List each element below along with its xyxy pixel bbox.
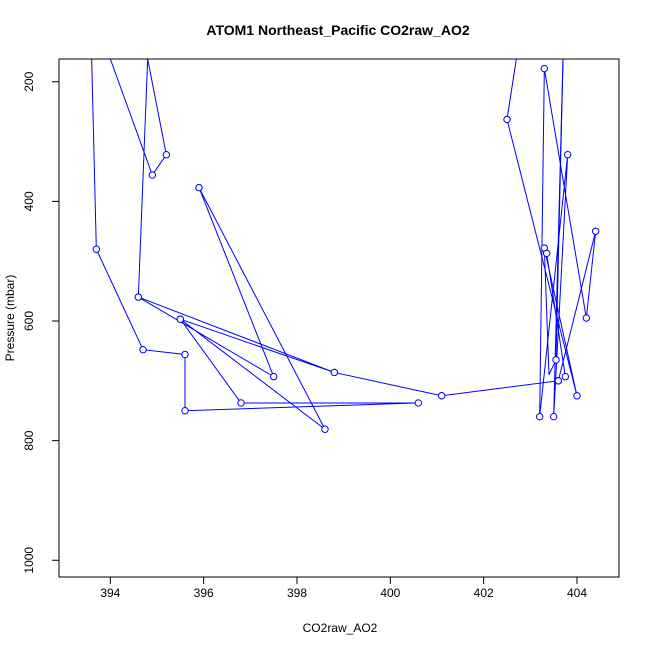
data-point <box>535 412 544 421</box>
data-point <box>162 151 171 159</box>
data-point <box>181 350 189 359</box>
data-point <box>92 245 101 253</box>
series-line <box>91 59 419 430</box>
data-point <box>549 412 558 421</box>
x-tick-label: 402 <box>474 586 494 600</box>
y-tick-label: 400 <box>22 191 36 211</box>
chart-title: ATOM1 Northeast_Pacific CO2raw_AO2 <box>206 22 469 38</box>
data-point <box>181 407 189 415</box>
data-point <box>321 425 329 433</box>
data-point <box>195 183 203 192</box>
y-axis-label: Pressure (mbar) <box>3 275 17 362</box>
data-point <box>540 64 549 73</box>
data-point <box>269 372 278 381</box>
data-point <box>414 399 423 407</box>
series-line <box>109 59 167 298</box>
plot-frame <box>58 58 620 578</box>
data-point <box>563 151 572 159</box>
x-tick-label: 394 <box>100 586 120 600</box>
x-tick-label: 398 <box>287 586 307 600</box>
data-point <box>542 249 551 258</box>
y-tick-label: 1000 <box>22 547 36 574</box>
series-line <box>334 371 559 397</box>
data-point <box>503 115 511 124</box>
data-point <box>237 399 245 407</box>
y-axis: 200 400 600 800 1000 <box>22 71 59 574</box>
data-point <box>552 356 560 364</box>
series-line <box>539 59 597 417</box>
x-axis-label: CO2raw_AO2 <box>303 621 378 635</box>
x-tick-label: 404 <box>567 586 587 600</box>
data-point <box>582 314 591 322</box>
data-point <box>573 392 581 400</box>
x-tick-label: 400 <box>380 586 400 600</box>
x-axis: 394 396 398 400 402 404 <box>100 577 587 600</box>
x-tick-label: 396 <box>194 586 214 600</box>
data-point <box>554 377 563 385</box>
data-point <box>139 346 147 354</box>
series-line <box>546 253 566 377</box>
data-point <box>561 372 570 381</box>
y-tick-label: 200 <box>22 71 36 91</box>
data-point <box>437 392 446 400</box>
data-point <box>134 293 143 301</box>
data-point <box>176 315 185 323</box>
plot-area <box>91 59 600 433</box>
data-point <box>148 171 157 179</box>
data-point <box>591 227 600 235</box>
y-tick-label: 600 <box>22 311 36 331</box>
y-tick-label: 800 <box>22 430 36 450</box>
data-point <box>330 368 339 377</box>
